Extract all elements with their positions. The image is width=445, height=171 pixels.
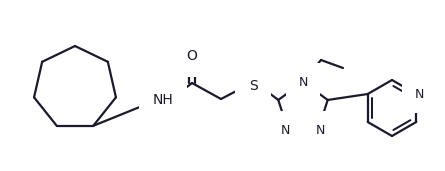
Text: N: N: [316, 123, 325, 136]
Text: N: N: [415, 88, 424, 101]
Text: O: O: [186, 49, 198, 63]
Text: N: N: [281, 123, 291, 136]
Text: N: N: [298, 76, 307, 89]
Text: S: S: [249, 79, 257, 93]
Text: NH: NH: [153, 93, 174, 107]
